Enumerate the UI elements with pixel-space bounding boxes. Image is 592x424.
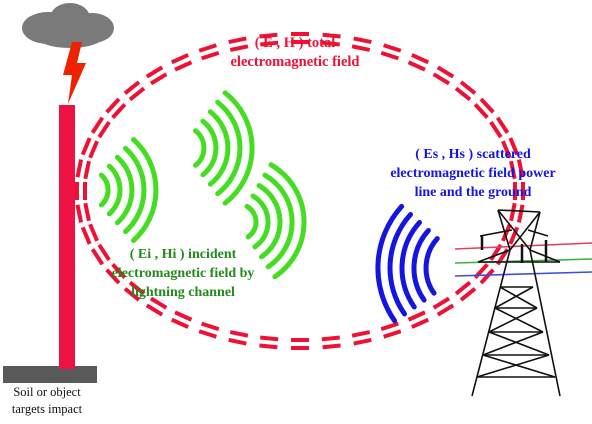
total-field-dash [259,335,279,350]
total-field-dash [509,159,525,180]
incident-field-label-line3: lightning channel [131,285,235,300]
incident-wave-arc [106,163,123,217]
incident-field-label-line2: electromagnetic field by [111,266,255,281]
incident-wave-arc [244,203,259,240]
incident-field-label: ( Ei , Hi ) incident electromagnetic fie… [70,245,296,302]
total-field-dash [198,321,220,339]
total-field-dash [380,43,402,61]
incident-wave-arc [193,128,207,168]
total-field-label-line2: electromagnetic field [230,54,360,70]
lightning-bolt-icon [63,42,86,104]
incident-wave-arc [123,145,147,235]
total-field-dash [454,80,477,102]
total-field-dash [501,223,520,245]
total-field-dash [75,182,87,200]
total-field-dash [259,32,279,47]
ground-slab [3,366,97,383]
soil-caption: Soil or object targets impact [0,384,94,418]
total-field-label-line1: ( E , H ) total [254,35,336,51]
incident-wave-arc [256,183,283,260]
scattered-wave-arc [387,212,413,317]
total-field-ring [75,32,525,350]
scattered-field-label-line1: ( Es , Hs ) scattered [415,147,531,162]
total-field-dash [80,223,99,245]
total-field-label: ( E , H ) total electromagnetic field [215,34,375,72]
total-field-dash [351,36,372,52]
incident-wave-arc [222,90,255,206]
total-field-dash [90,116,111,139]
total-field-dash [145,65,168,86]
total-field-dash [75,159,91,180]
incident-field-label-line1: ( Ei , Hi ) incident [129,247,237,262]
incident-wave-arc [131,137,159,243]
soil-caption-line2: targets impact [11,402,83,416]
total-field-dash [473,263,495,285]
storm-cloud-icon [22,3,114,48]
total-field-dash [351,330,372,346]
total-field-dash [75,202,91,223]
total-field-dash [80,137,99,159]
incident-wave-arc [250,193,271,250]
scattered-field-label-line2: electromagnetic field power [390,166,556,181]
scattered-wave-arc [399,220,422,310]
total-field-dash [105,263,127,285]
incident-wave-arc [98,172,111,208]
scattered-wave-arc [411,228,431,303]
total-field-dash [228,36,249,52]
total-field-dash [432,65,455,86]
soil-caption-line1: Soil or object [13,385,81,399]
total-field-dash [489,116,510,139]
power-line-green [454,258,592,264]
scattered-field-label-line3: line and the ground [414,185,532,200]
total-field-dash [321,32,341,47]
total-field-dash [90,243,111,266]
total-field-dash [380,321,402,339]
incident-wave-arc [262,172,295,270]
scattered-wave-arc [423,236,440,296]
incident-wave-arc [114,154,135,226]
scattered-wave-arc [375,203,405,324]
total-field-dash [407,53,430,72]
total-field-dash [473,97,495,119]
total-field-dash [145,296,168,317]
power-line-red [454,242,592,250]
transmission-tower-icon [454,209,592,397]
total-field-dash [105,97,127,119]
incident-field-waves [98,90,307,280]
total-field-dash [321,335,341,350]
total-field-dash [170,53,193,72]
total-field-dash [509,202,525,223]
incident-wave-arc [268,162,307,280]
total-field-dash [407,310,430,329]
total-field-dash [170,310,193,329]
total-field-dash [432,296,455,317]
total-field-dash [454,280,477,302]
total-field-dash [291,32,309,44]
total-field-dash [513,182,525,200]
total-field-dash [123,280,146,302]
total-field-dash [198,43,220,61]
incident-wave-arc [207,109,231,187]
incident-wave-arc [215,99,243,197]
total-field-dash [501,137,520,159]
incident-wave-arc [200,118,219,178]
lightning-channel [59,105,75,369]
total-field-dash [291,338,309,350]
total-field-dash [228,330,249,346]
power-line-blue [454,271,592,277]
scattered-field-label: ( Es , Hs ) scattered electromagnetic fi… [355,145,591,202]
scattered-field-waves [375,203,440,324]
total-field-dash [123,80,146,102]
